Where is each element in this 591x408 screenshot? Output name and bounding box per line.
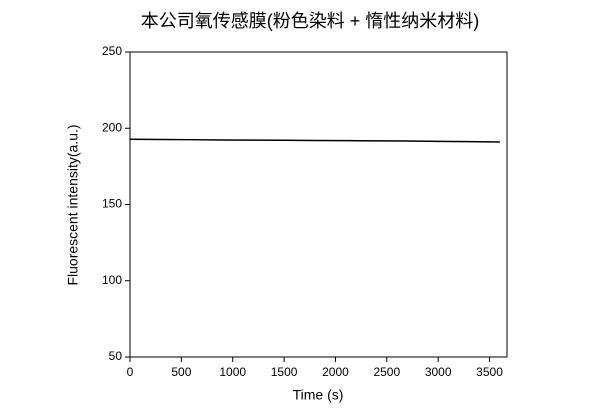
- x-tick-label: 2500: [373, 365, 400, 379]
- y-tick-label: 200: [102, 120, 122, 134]
- x-tick-label: 3000: [425, 365, 452, 379]
- y-tick-label: 100: [102, 273, 122, 287]
- data-line: [129, 138, 500, 143]
- y-tick-label: 50: [109, 349, 123, 363]
- x-tick-label: 0: [127, 365, 134, 379]
- chart-title: 本公司氧传感膜(粉色染料 + 惰性纳米材料): [141, 11, 480, 31]
- x-tick-label: 3500: [476, 365, 503, 379]
- y-axis-label: Fluorescent intensity(a.u.): [65, 124, 81, 285]
- y-tick-label: 250: [102, 44, 122, 58]
- x-tick-label: 1000: [219, 365, 246, 379]
- plot-frame: [129, 51, 508, 358]
- x-tick-label: 500: [171, 365, 191, 379]
- x-tick-label: 1500: [271, 365, 298, 379]
- y-tick-label: 150: [102, 197, 122, 211]
- x-tick-label: 2000: [322, 365, 349, 379]
- x-axis-label: Time (s): [293, 387, 344, 403]
